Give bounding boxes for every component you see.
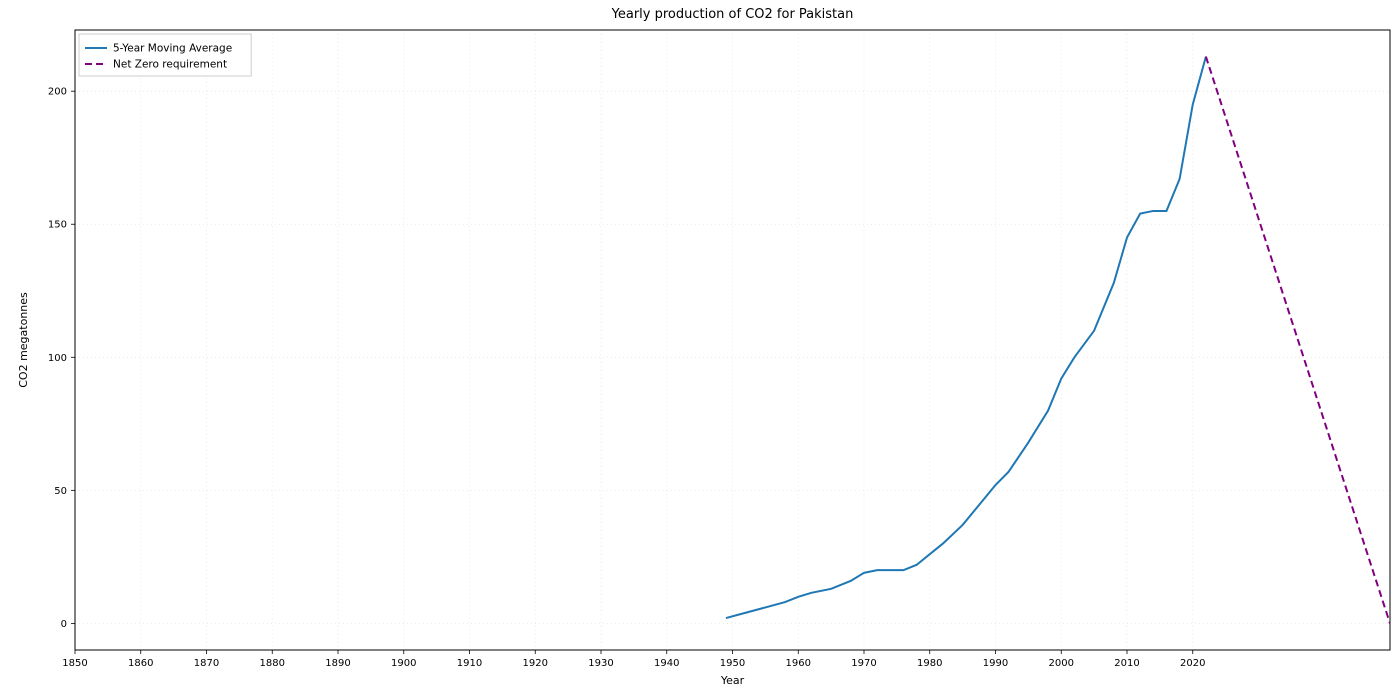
ytick-label: 100 bbox=[48, 353, 67, 364]
xtick-label: 1910 bbox=[457, 658, 482, 669]
xtick-label: 1860 bbox=[128, 658, 153, 669]
xtick-label: 1980 bbox=[917, 658, 942, 669]
xtick-label: 2020 bbox=[1180, 658, 1205, 669]
x-axis-label: Year bbox=[720, 674, 745, 687]
co2-chart: 1850 1860 1870 1880 1890 1900 1910 1920 1930 1940… bbox=[0, 0, 1400, 700]
xtick-label: 1950 bbox=[720, 658, 745, 669]
xtick-label: 1880 bbox=[260, 658, 285, 669]
xtick-label: 1930 bbox=[588, 658, 613, 669]
chart-title: Yearly production of CO2 for Pakistan bbox=[611, 7, 854, 22]
legend-label: Net Zero requirement bbox=[113, 59, 227, 71]
y-axis-label: CO2 megatonnes bbox=[17, 292, 30, 388]
ytick-label: 150 bbox=[48, 220, 67, 231]
chart-container: 1850 1860 1870 1880 1890 1900 1910 1920 1930 1940… bbox=[0, 0, 1400, 700]
xtick-label: 1870 bbox=[194, 658, 219, 669]
xtick-label: 2000 bbox=[1049, 658, 1074, 669]
xtick-label: 1940 bbox=[654, 658, 679, 669]
xtick-label: 1890 bbox=[325, 658, 350, 669]
ytick-label: 200 bbox=[48, 87, 67, 98]
legend-label: 5-Year Moving Average bbox=[113, 43, 232, 55]
ytick-label: 50 bbox=[54, 486, 67, 497]
xtick-label: 1900 bbox=[391, 658, 416, 669]
xtick-label: 2010 bbox=[1114, 658, 1139, 669]
xtick-label: 1990 bbox=[983, 658, 1008, 669]
xtick-label: 1850 bbox=[62, 658, 87, 669]
xtick-label: 1970 bbox=[851, 658, 876, 669]
chart-bg bbox=[0, 0, 1400, 700]
xtick-label: 1960 bbox=[786, 658, 811, 669]
xtick-label: 1920 bbox=[523, 658, 548, 669]
ytick-label: 0 bbox=[61, 619, 67, 630]
